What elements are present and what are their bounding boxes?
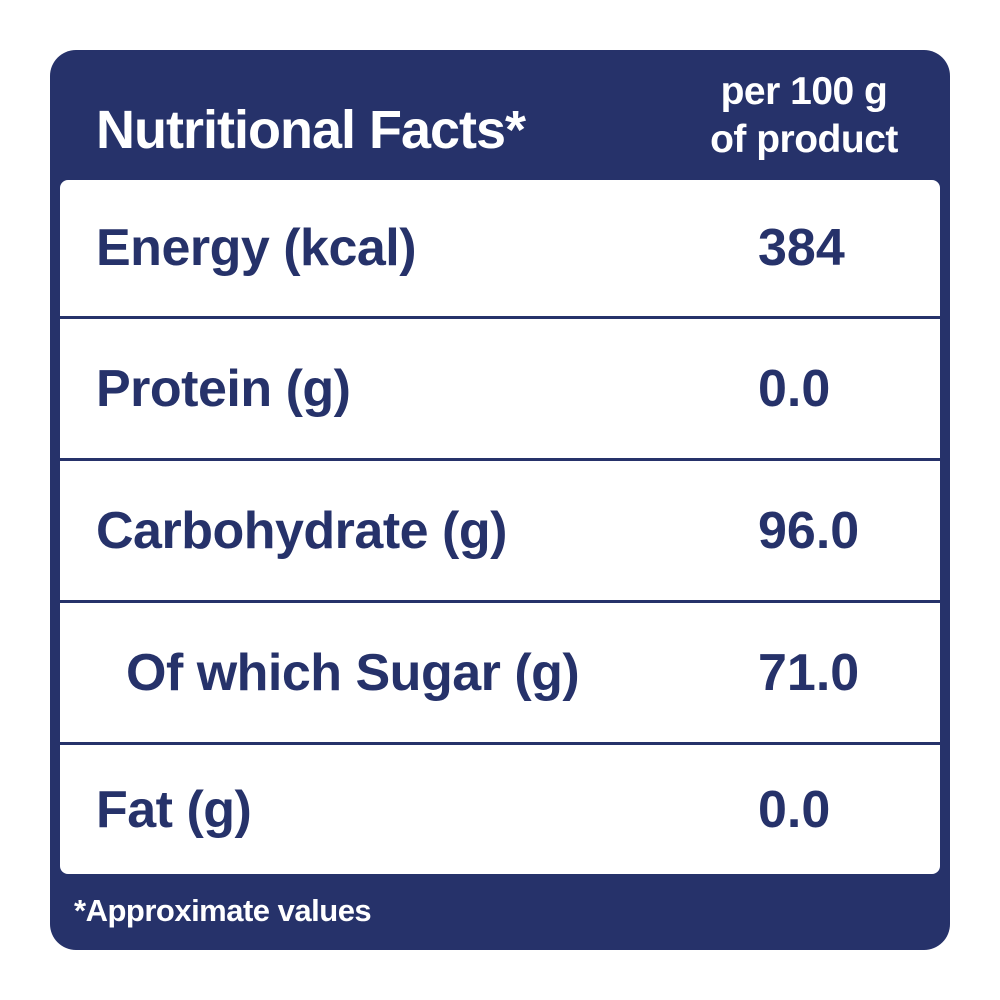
- table-row-protein: Protein (g) 0.0: [60, 316, 940, 458]
- footnote: *Approximate values: [74, 893, 372, 928]
- nutrient-value: 0.0: [758, 359, 831, 418]
- panel-title: Nutritional Facts*: [96, 100, 526, 160]
- nutrient-value: 384: [758, 219, 845, 277]
- nutrient-label: Carbohydrate (g): [96, 501, 507, 560]
- serving-basis-line-2: of product: [710, 118, 898, 161]
- nutrient-value: 0.0: [758, 780, 831, 839]
- nutrient-label: Protein (g): [96, 359, 351, 418]
- table-row-carbohydrate: Carbohydrate (g) 96.0: [60, 458, 940, 600]
- nutrient-label: Energy (kcal): [96, 219, 417, 277]
- nutrient-label: Of which Sugar (g): [126, 643, 580, 702]
- nutrient-value: 71.0: [758, 643, 860, 702]
- table-row-sugar: Of which Sugar (g) 71.0: [60, 600, 940, 742]
- nutrient-value: 96.0: [758, 501, 860, 560]
- nutrient-label: Fat (g): [96, 780, 252, 839]
- nutrition-table: Energy (kcal) 384 Protein (g) 0.0 Carboh…: [60, 180, 940, 874]
- nutrition-facts-panel: Nutritional Facts* per 100 g of product …: [50, 50, 950, 950]
- table-row-fat: Fat (g) 0.0: [60, 742, 940, 874]
- table-row-energy: Energy (kcal) 384: [60, 180, 940, 316]
- serving-basis-line-1: per 100 g: [720, 70, 888, 113]
- serving-basis-label: per 100 g of product: [694, 68, 914, 164]
